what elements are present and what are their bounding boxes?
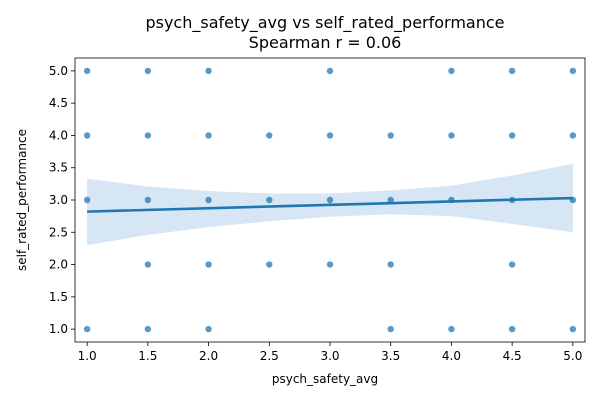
x-tick-label: 4.0 bbox=[442, 349, 461, 363]
data-point bbox=[448, 67, 455, 75]
y-tick-label: 2.5 bbox=[49, 225, 68, 239]
data-point bbox=[387, 196, 394, 204]
data-point bbox=[326, 261, 334, 268]
chart-subtitle: Spearman r = 0.06 bbox=[249, 33, 402, 52]
data-point bbox=[508, 67, 516, 75]
data-point bbox=[569, 67, 577, 75]
x-axis-ticks: 1.0 1.5 2.0 2.5 3.0 3.5 4.0 4.5 5.0 bbox=[78, 342, 582, 363]
y-tick-label: 3.5 bbox=[49, 161, 68, 175]
data-point bbox=[569, 325, 577, 333]
data-point bbox=[448, 132, 455, 139]
data-point bbox=[205, 196, 212, 204]
data-point bbox=[508, 261, 516, 268]
x-tick-label: 4.5 bbox=[503, 349, 522, 363]
y-tick-label: 5.0 bbox=[49, 64, 68, 78]
data-point bbox=[326, 196, 334, 204]
x-tick-label: 2.0 bbox=[199, 349, 218, 363]
y-axis-label: self_rated_performance bbox=[15, 129, 29, 271]
regression-line-layer bbox=[87, 196, 573, 213]
y-tick-label: 3.0 bbox=[49, 193, 68, 207]
data-point bbox=[569, 132, 577, 139]
data-point bbox=[508, 325, 516, 333]
x-axis-label: psych_safety_avg bbox=[272, 372, 378, 386]
data-point bbox=[266, 196, 273, 204]
y-tick-label: 1.0 bbox=[49, 322, 68, 336]
data-point bbox=[387, 325, 394, 333]
data-point bbox=[448, 325, 455, 333]
data-point bbox=[205, 132, 212, 139]
y-tick-label: 2.0 bbox=[49, 258, 68, 272]
regression-line bbox=[87, 196, 573, 213]
data-point bbox=[144, 132, 152, 139]
data-point bbox=[266, 132, 273, 139]
chart-title: psych_safety_avg vs self_rated_performan… bbox=[145, 13, 504, 33]
data-point bbox=[205, 67, 212, 75]
data-point bbox=[144, 67, 152, 75]
x-tick-label: 3.0 bbox=[320, 349, 339, 363]
x-tick-label: 2.5 bbox=[260, 349, 279, 363]
data-point bbox=[387, 132, 394, 139]
x-tick-label: 1.5 bbox=[138, 349, 157, 363]
data-point bbox=[144, 196, 152, 204]
data-point bbox=[326, 67, 334, 75]
data-point bbox=[144, 325, 152, 333]
x-tick-label: 1.0 bbox=[78, 349, 97, 363]
data-point bbox=[205, 325, 212, 333]
y-axis-ticks: 1.0 1.5 2.0 2.5 3.0 3.5 4.0 4.5 5.0 bbox=[49, 64, 75, 336]
data-point bbox=[83, 67, 91, 75]
data-point bbox=[266, 261, 273, 268]
data-point bbox=[83, 196, 91, 204]
y-tick-label: 4.0 bbox=[49, 128, 68, 142]
x-tick-label: 5.0 bbox=[563, 349, 582, 363]
y-tick-label: 1.5 bbox=[49, 290, 68, 304]
y-tick-label: 4.5 bbox=[49, 96, 68, 110]
data-point bbox=[205, 261, 212, 268]
data-point bbox=[326, 132, 334, 139]
x-tick-label: 3.5 bbox=[381, 349, 400, 363]
data-point bbox=[144, 261, 152, 268]
data-point bbox=[387, 261, 394, 268]
data-point bbox=[508, 132, 516, 139]
data-point bbox=[83, 325, 91, 333]
data-point bbox=[83, 132, 91, 139]
